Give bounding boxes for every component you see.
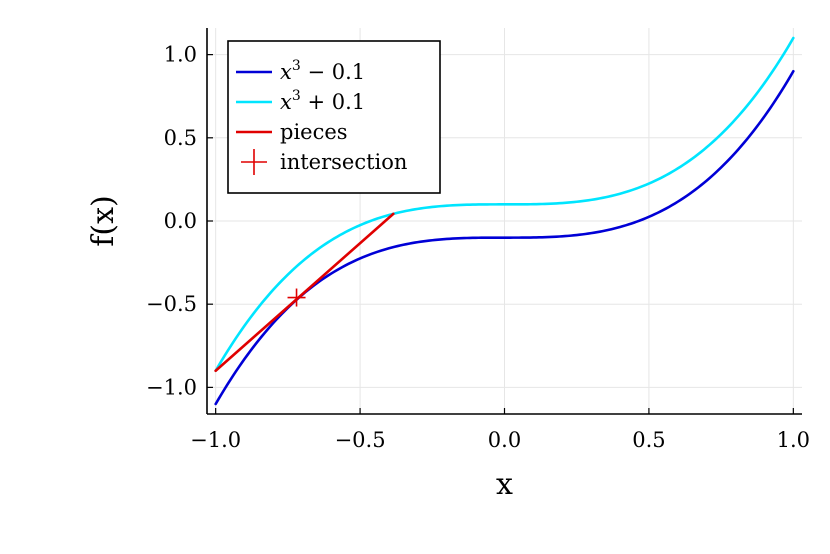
legend-entry-2: pieces (236, 120, 348, 144)
legend-entry-3: intersection (241, 149, 407, 175)
y-tick-label: 0.0 (164, 209, 197, 233)
x-tick-label: 0.5 (632, 428, 665, 452)
y-tick-label: 1.0 (164, 43, 197, 67)
y-tick-label: 0.5 (164, 126, 197, 150)
series-layer (214, 36, 795, 406)
legend-label: intersection (280, 150, 407, 174)
legend-label: x3 − 0.1 (280, 58, 365, 84)
legend-entry-1: x3 + 0.1 (236, 88, 365, 114)
x-tick-label: −0.5 (335, 428, 386, 452)
legend-entry-0: x3 − 0.1 (236, 58, 365, 84)
legend-label: pieces (280, 120, 348, 144)
intersection-marker (287, 288, 306, 307)
legend-swatch (241, 149, 267, 175)
ticks: −1.0 −0.5 0.0 0.5 1.0 −1.0 −0.5 0.0 0.5 1.0 (146, 43, 810, 452)
legend: x3 − 0.1 x3 + 0.1 pieces intersection (227, 40, 441, 194)
y-tick-label: −0.5 (146, 292, 197, 316)
legend-box (227, 40, 441, 194)
x-tick-label: −1.0 (190, 428, 241, 452)
x-tick-label: 1.0 (777, 428, 810, 452)
x-tick-label: 0.0 (488, 428, 521, 452)
series-line-2 (214, 212, 395, 373)
x-axis-label: x (496, 467, 513, 502)
y-axis-label: f(x) (86, 195, 121, 246)
series-line-1 (214, 36, 795, 373)
y-tick-label: −1.0 (146, 375, 197, 399)
legend-label: x3 + 0.1 (280, 88, 365, 114)
